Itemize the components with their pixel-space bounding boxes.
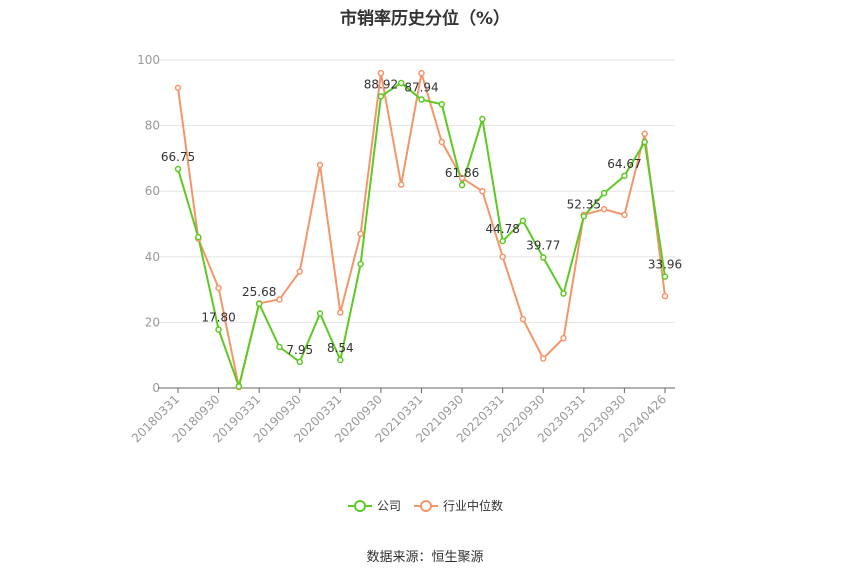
- series-0-point: [458, 181, 466, 189]
- series-0-point: [397, 79, 405, 87]
- series-1-point: [641, 130, 648, 138]
- legend-marker-1: [420, 500, 432, 512]
- series-0-point: [540, 254, 547, 261]
- data-source-note: 数据来源：恒生聚源: [366, 550, 484, 565]
- data-label: 7.95: [286, 343, 313, 357]
- data-label: 39.77: [526, 239, 560, 253]
- y-tick-label: 40: [145, 250, 160, 264]
- series-1-point: [479, 187, 486, 195]
- series-0-point: [580, 213, 588, 220]
- series-0-point: [357, 260, 364, 268]
- series-0-point: [479, 115, 486, 123]
- series-0-point: [519, 217, 527, 224]
- data-label: 66.75: [161, 150, 195, 164]
- legend-label-1: 行业中位数: [443, 498, 503, 513]
- series-1-point: [661, 292, 669, 300]
- data-labels: 66.75 17.80 25.68 7.95 8.54 88.92 87.94 61.86 44…: [161, 77, 682, 357]
- series-1-point: [418, 69, 425, 77]
- series-1-point: [276, 296, 283, 303]
- series-1-point: [357, 230, 364, 238]
- series-0-point: [438, 101, 446, 108]
- data-label: 17.80: [201, 311, 235, 325]
- series-1-point: [397, 181, 405, 188]
- data-label: 61.86: [445, 166, 479, 180]
- chart-title: 市销率历史分位（%）: [339, 9, 511, 29]
- series-1-point: [540, 355, 547, 362]
- y-tick-label: 0: [152, 381, 160, 395]
- series-1-point: [560, 334, 567, 342]
- series-1-point: [174, 84, 182, 92]
- data-label: 87.94: [404, 81, 438, 95]
- series-0-point: [661, 273, 669, 280]
- series-1-point: [337, 309, 344, 316]
- series-0-point: [195, 233, 202, 241]
- series-1-point: [296, 268, 303, 275]
- data-label: 8.54: [327, 341, 354, 355]
- series-0-point: [276, 343, 283, 351]
- grid-lines: [158, 59, 675, 323]
- series-0-point: [641, 138, 648, 146]
- legend: 公司 行业中位数: [348, 498, 503, 513]
- series-1-point: [215, 284, 222, 292]
- series-0-point: [215, 326, 222, 333]
- y-tick-label: 60: [145, 184, 160, 198]
- data-label: 44.78: [485, 222, 519, 236]
- series-1-point: [621, 211, 628, 219]
- data-label: 88.92: [364, 77, 398, 91]
- legend-marker-0: [354, 500, 366, 512]
- series-0-point: [418, 96, 425, 103]
- series-0-point: [621, 172, 628, 180]
- series-0-point: [316, 310, 324, 317]
- series-0-point: [499, 237, 506, 245]
- series-0-point: [174, 165, 182, 173]
- y-axis: 0 20 40 60 80 100: [137, 53, 160, 395]
- x-axis: 2018033120180930201903312019093020200331…: [129, 387, 675, 445]
- series-0-point: [560, 290, 567, 297]
- series-0-point: [377, 93, 385, 100]
- y-tick-label: 80: [145, 119, 160, 133]
- series-1-point: [458, 174, 466, 182]
- data-label: 64.67: [607, 157, 641, 171]
- series-0-point: [296, 358, 303, 366]
- series-0-point: [255, 300, 263, 308]
- series-0-point: [235, 383, 243, 390]
- series-1-point: [519, 315, 527, 323]
- series-line-0: [177, 81, 666, 388]
- data-label: 25.68: [242, 285, 276, 299]
- series-0-point: [337, 356, 344, 364]
- series-1-point: [438, 138, 446, 146]
- series-1-point: [600, 205, 608, 213]
- data-label: 33.96: [648, 258, 682, 272]
- legend-label-0: 公司: [377, 499, 401, 513]
- series-layer: [174, 69, 669, 391]
- series-1-point: [316, 161, 324, 169]
- data-label: 52.35: [567, 197, 601, 211]
- y-tick-label: 100: [137, 53, 160, 67]
- series-0-point: [600, 189, 608, 197]
- series-1-point: [499, 253, 506, 261]
- y-tick-label: 20: [145, 315, 160, 329]
- series-1-point: [377, 69, 385, 77]
